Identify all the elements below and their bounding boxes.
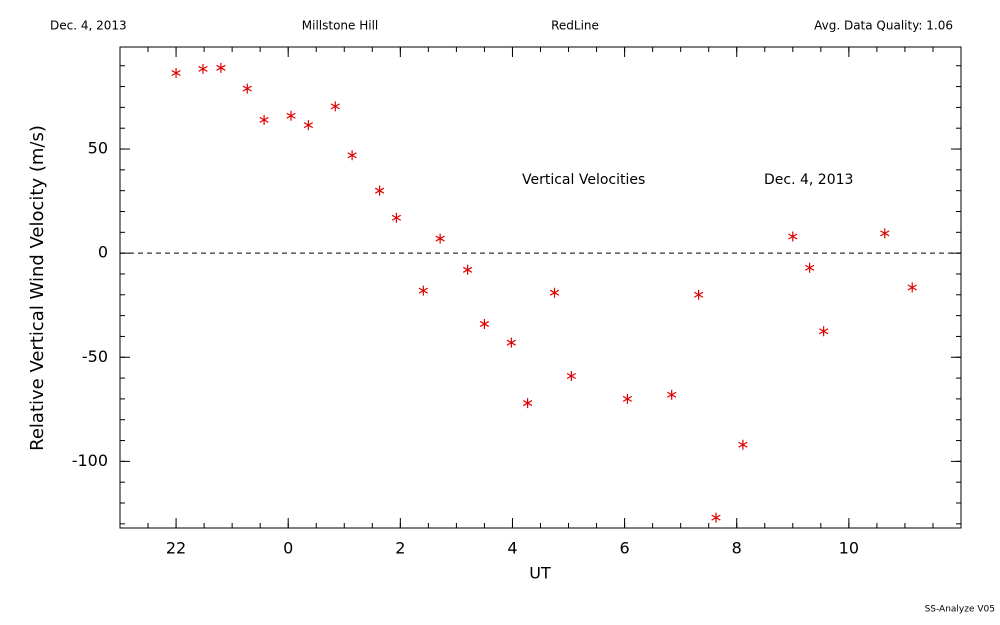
data-point: [303, 120, 314, 131]
data-point: [347, 150, 357, 161]
data-point: [667, 389, 677, 400]
y-tick-label: 50: [88, 139, 108, 158]
x-tick-label: 0: [283, 539, 293, 558]
data-point: [566, 370, 576, 381]
data-point: [259, 114, 269, 125]
data-point: [522, 398, 533, 409]
x-tick-label: 4: [507, 539, 517, 558]
data-point: [286, 110, 296, 121]
data-point: [549, 287, 560, 298]
data-point: [738, 439, 748, 450]
data-point: [418, 285, 428, 296]
header-site: Millstone Hill: [302, 19, 378, 33]
y-axis-label: Relative Vertical Wind Velocity (m/s): [27, 125, 48, 451]
footer: SS-Analyze V05: [925, 605, 995, 615]
data-point: [880, 228, 890, 239]
data-point: [693, 289, 704, 300]
data-point: [391, 212, 402, 223]
x-tick-label: 22: [166, 539, 186, 558]
data-point: [242, 83, 252, 94]
x-tick-label: 2: [395, 539, 405, 558]
annotation: Dec. 4, 2013: [764, 172, 853, 188]
y-tick-label: -100: [72, 451, 108, 470]
data-point: [788, 231, 798, 242]
data-point: [479, 318, 490, 329]
header-date: Dec. 4, 2013: [50, 19, 127, 33]
x-tick-label: 6: [620, 539, 630, 558]
header-quality: Avg. Data Quality: 1.06: [814, 19, 953, 33]
data-point: [435, 233, 445, 244]
y-tick-label: 0: [98, 243, 108, 262]
data-point: [198, 63, 208, 74]
data-point: [330, 101, 340, 112]
data-point: [462, 264, 473, 275]
data-point: [818, 326, 829, 337]
data-point: [907, 282, 917, 293]
data-point: [216, 62, 226, 73]
data-point: [171, 68, 181, 79]
x-tick-label: 8: [732, 539, 742, 558]
data-point: [711, 512, 721, 523]
data-point: [622, 393, 633, 404]
annotation: Vertical Velocities: [522, 172, 645, 188]
y-tick-label: -50: [82, 347, 108, 366]
data-point: [374, 185, 385, 196]
x-tick-label: 10: [839, 539, 859, 558]
data-point: [506, 337, 516, 348]
header-line: RedLine: [551, 19, 599, 33]
data-point: [804, 262, 815, 273]
x-axis-label: UT: [529, 564, 551, 583]
